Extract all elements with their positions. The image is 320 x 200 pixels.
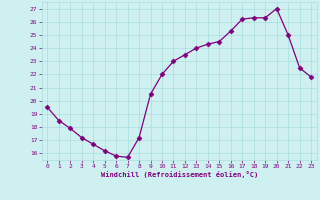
X-axis label: Windchill (Refroidissement éolien,°C): Windchill (Refroidissement éolien,°C) (100, 171, 258, 178)
